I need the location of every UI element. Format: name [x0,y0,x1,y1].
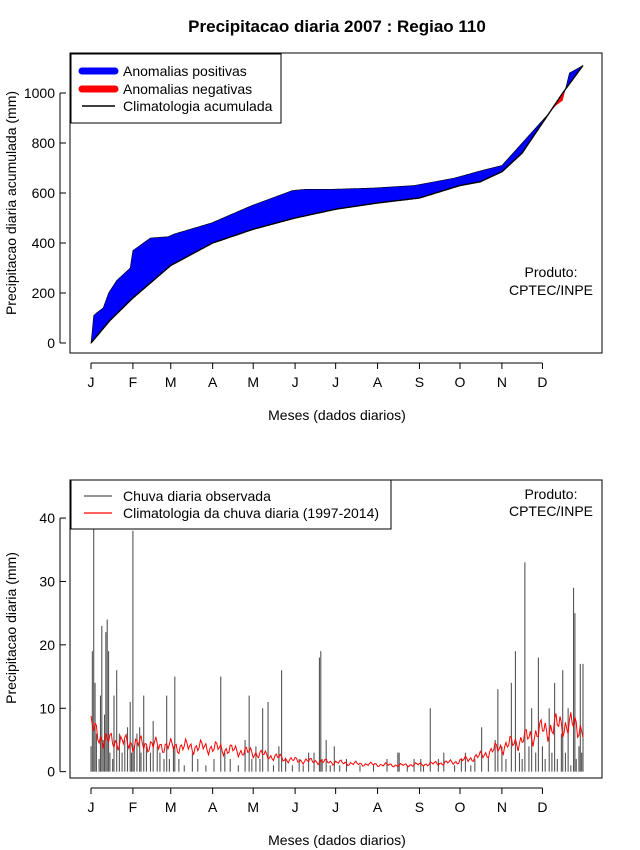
legend-label-positive: Anomalias positivas [123,63,247,79]
panel1-x-tick-label: A [208,374,218,390]
panel1-x-tick-label: F [129,374,138,390]
panel2-x-tick-label: D [537,799,547,815]
panel1-ylabel: Precipitacao diaria acumulada (mm) [3,91,19,315]
panel2-x-tick-label: J [88,799,95,815]
panel1-y-tick-label: 1000 [24,85,55,101]
panel1-x-tick-label: N [497,374,507,390]
panel1-x-tick-label: S [415,374,424,390]
panel1-x-tick-label: O [455,374,466,390]
panel2-x-tick-label: S [415,799,424,815]
climatology-daily-line [90,712,584,768]
panel2-x-tick-label: J [292,799,299,815]
panel2-x-tick-label: O [455,799,466,815]
panel1-y-tick-label: 200 [32,285,56,301]
legend-label-negative: Anomalias negativas [123,81,252,97]
panel1-y-axis: 0 200 400 600 800 1000 [24,85,66,351]
panel1-note-line2: CPTEC/INPE [509,282,593,298]
panel1-y-tick-label: 600 [32,185,56,201]
panel2-note-line1: Produto: [525,486,578,502]
panel2-x-tick-label: A [208,799,218,815]
chart-title: Precipitacao diaria 2007 : Regiao 110 [188,17,486,36]
panel1-x-tick-label: A [373,374,383,390]
panel1-y-tick-label: 0 [47,335,55,351]
panel-daily: 0 10 20 30 40 J F M A M J J A S O N D Precipitacao diar… [3,479,603,848]
legend2-label-climatology: Climatologia da chuva diaria (1997-2014) [123,505,379,521]
panel2-x-tick-label: F [129,799,138,815]
legend2-box [70,479,392,530]
panel1-x-tick-label: J [292,374,299,390]
panel2-y-tick-label: 0 [47,764,55,780]
panel1-x-tick-label: J [88,374,95,390]
legend-label-climatology: Climatologia acumulada [123,98,273,114]
climatology-cumulative-line [90,65,584,344]
panel2-x-tick-label: A [373,799,383,815]
panel1-legend: Anomalias positivas Anomalias negativas … [70,53,282,124]
legend2-label-observed: Chuva diaria observada [123,488,271,504]
panel1-y-tick-label: 400 [32,235,56,251]
panel2-legend: Chuva diaria observada Climatologia da c… [70,479,392,530]
panel2-ylabel: Precipitacao diaria (mm) [3,552,19,704]
panel1-xlabel: Meses (dados diarios) [268,407,406,423]
panel2-y-axis: 0 10 20 30 40 [39,510,66,780]
panel1-x-tick-label: M [165,374,177,390]
panel2-x-tick-label: M [165,799,177,815]
panel1-y-tick-label: 800 [32,135,56,151]
panel2-y-tick-label: 30 [39,573,55,589]
panel1-x-tick-label: J [332,374,339,390]
panel2-y-tick-label: 20 [39,637,55,653]
panel2-y-tick-label: 10 [39,700,55,716]
panel1-x-tick-label: D [537,374,547,390]
panel2-y-tick-label: 40 [39,510,55,526]
panel2-x-tick-label: M [247,799,259,815]
panel1-frame [69,52,603,354]
panel2-xlabel: Meses (dados diarios) [268,832,406,848]
panel1-x-tick-label: M [247,374,259,390]
panel-cumulative: 0 200 400 600 800 1000 J F M A M J J A S O N D Precipita… [3,52,603,423]
panel1-plot-area [90,65,584,344]
panel2-x-tick-label: J [332,799,339,815]
panel2-note-line2: CPTEC/INPE [509,503,593,519]
observed-rain-bars [90,492,584,772]
panel2-x-tick-label: N [497,799,507,815]
panel1-note-line1: Produto: [525,264,578,280]
